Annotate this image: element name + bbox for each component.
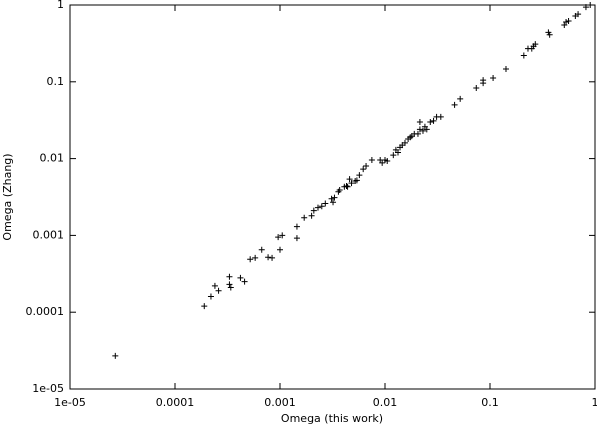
data-point [330, 199, 337, 206]
data-point [520, 52, 527, 59]
data-point [322, 200, 329, 207]
data-point [565, 17, 572, 24]
data-point [237, 274, 244, 281]
x-tick-label: 0.001 [264, 396, 296, 409]
data-point [563, 19, 570, 26]
data-point [211, 282, 218, 289]
data-point [384, 158, 391, 165]
data-point [430, 117, 437, 124]
x-tick-label: 0.0001 [156, 396, 195, 409]
data-point [416, 126, 423, 133]
data-point [575, 11, 582, 18]
x-tick-label: 1e-05 [54, 396, 86, 409]
data-point [314, 204, 321, 211]
data-point [275, 234, 282, 241]
data-point [207, 293, 214, 300]
data-point [368, 156, 375, 163]
y-tick-label: 1 [57, 0, 64, 11]
data-point [328, 195, 335, 202]
data-point [301, 214, 308, 221]
data-point [252, 254, 259, 261]
data-point [379, 159, 386, 166]
data-point [427, 118, 434, 125]
data-point [310, 207, 317, 214]
data-point [356, 172, 363, 179]
data-point [353, 177, 360, 184]
data-point [480, 80, 487, 87]
x-tick-label: 0.01 [373, 396, 398, 409]
data-point [451, 101, 458, 108]
data-point [293, 223, 300, 230]
data-point [318, 203, 325, 210]
data-point [279, 232, 286, 239]
data-point [546, 31, 553, 38]
x-tick-label: 1 [592, 396, 597, 409]
data-point [336, 187, 343, 194]
data-point [241, 278, 248, 285]
data-point [343, 182, 350, 189]
data-point [112, 352, 119, 359]
data-point [269, 254, 276, 261]
data-point [473, 85, 480, 92]
data-point [423, 126, 430, 133]
data-point [201, 303, 208, 310]
data-point [247, 256, 254, 263]
data-point [277, 246, 283, 253]
data-point [401, 139, 408, 146]
y-tick-label: 0.1 [47, 75, 65, 88]
x-axis-label: Omega (this work) [281, 412, 383, 425]
data-point [395, 149, 402, 156]
y-tick-label: 0.001 [33, 228, 65, 241]
data-point [226, 281, 233, 288]
data-point [258, 246, 265, 253]
data-point [414, 130, 421, 137]
y-tick-label: 1e-05 [32, 382, 64, 395]
data-point [532, 41, 539, 48]
data-point [215, 287, 222, 294]
data-point [226, 273, 233, 280]
data-point [419, 127, 426, 134]
data-point [344, 183, 351, 190]
x-tick-label: 0.1 [481, 396, 499, 409]
y-axis-label: Omega (Zhang) [1, 153, 14, 240]
data-point [331, 194, 338, 201]
data-point [582, 4, 589, 11]
data-point [457, 95, 464, 102]
data-point [363, 163, 370, 170]
data-point [437, 113, 444, 120]
data-point [227, 284, 234, 291]
data-point [308, 212, 315, 219]
data-point [265, 254, 272, 261]
y-tick-label: 0.01 [40, 152, 65, 165]
data-point [587, 2, 594, 8]
data-point [348, 180, 355, 187]
data-point [502, 65, 509, 72]
data-point [490, 75, 497, 82]
data-point [346, 176, 353, 183]
data-point [416, 118, 423, 125]
data-point [390, 152, 397, 159]
data-point [360, 166, 367, 173]
y-tick-label: 0.0001 [26, 305, 65, 318]
plot-frame [69, 4, 596, 390]
data-point [293, 235, 300, 242]
